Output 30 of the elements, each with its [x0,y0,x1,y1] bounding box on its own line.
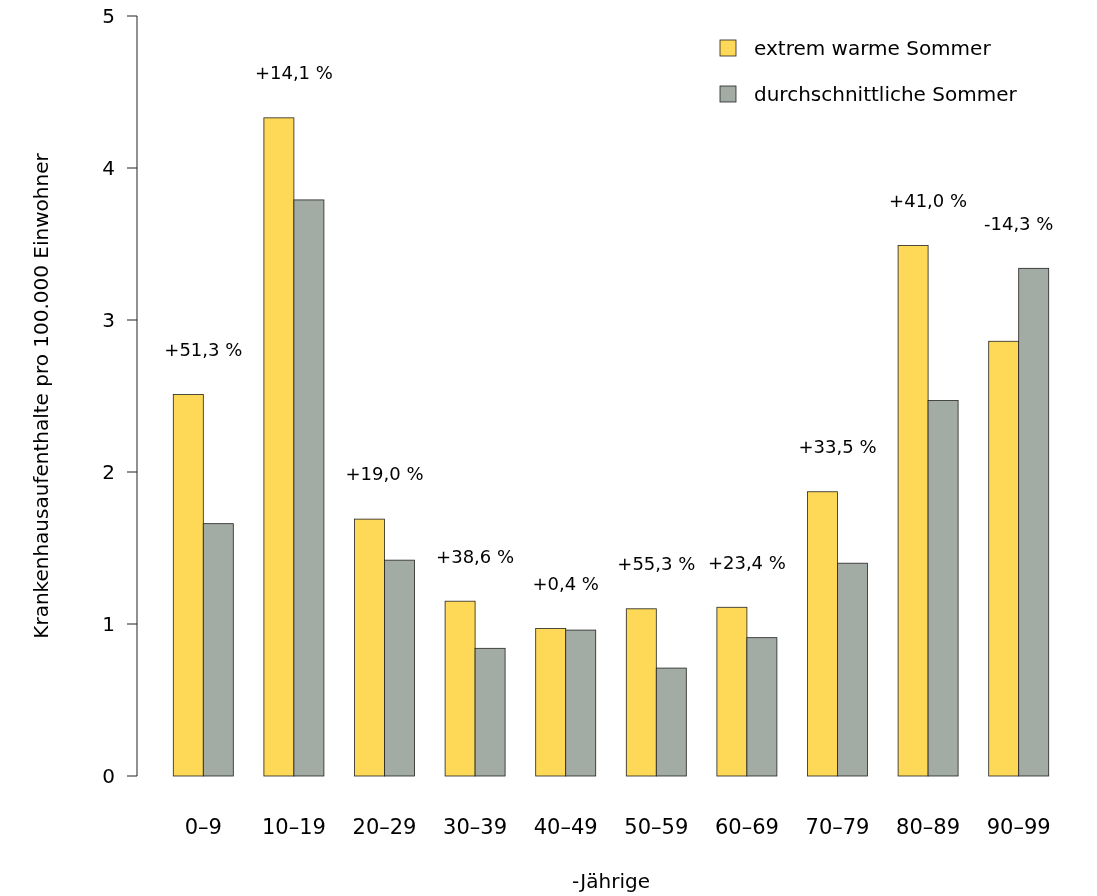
annotation: +41,0 % [889,189,968,211]
annotation: +0,4 % [532,572,599,594]
annotation: +23,4 % [707,551,786,573]
x-tick-label: 20–29 [352,815,417,839]
x-tick-label: 30–39 [443,815,508,839]
y-tick-label: 2 [102,460,115,484]
annotation: +19,0 % [345,463,424,485]
x-tick-label: 90–99 [986,815,1051,839]
annotation: +33,5 % [798,436,877,458]
x-tick-label: 0–9 [184,815,222,839]
x-tick-label: 40–49 [533,815,598,839]
x-tick-label: 10–19 [261,815,326,839]
y-tick-label: 1 [102,612,115,636]
x-tick-label: 60–69 [714,815,779,839]
legend-label: durchschnittliche Sommer [754,82,1018,106]
x-tick-label: 50–59 [624,815,689,839]
annotation: +14,1 % [254,62,333,84]
x-axis-title: -Jährige [572,869,650,893]
annotation: +38,6 % [436,545,515,567]
legend-label: extrem warme Sommer [754,36,992,60]
y-tick-label: 4 [102,156,115,180]
y-tick-label: 5 [102,4,115,28]
annotation: +51,3 % [164,338,243,360]
annotation: +55,3 % [617,553,696,575]
x-tick-label: 80–89 [896,815,961,839]
x-tick-label: 70–79 [805,815,870,839]
y-tick-label: 0 [102,764,115,788]
annotation: -14,3 % [984,212,1054,234]
y-tick-label: 3 [102,308,115,332]
y-axis-title: Krankenhausaufenthalte pro 100.000 Einwohner [29,152,53,639]
